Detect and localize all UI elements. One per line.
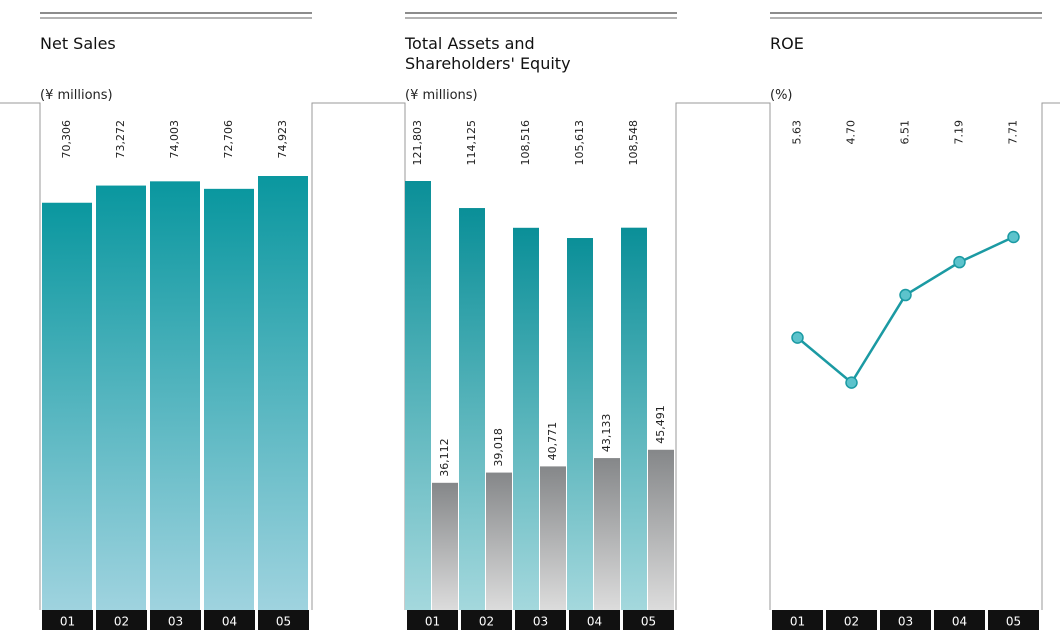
value-label: 73,272 [114,120,127,159]
x-tick-label: 01 [790,615,805,629]
point [899,288,912,302]
bar [96,185,146,610]
bar [513,227,539,610]
chart-title: Total Assets and Shareholders' Equity [405,34,571,73]
bar [621,227,647,610]
bar [486,472,512,610]
value-label: 121,803 [411,120,424,166]
x-tick-label: 04 [222,615,237,629]
x-tick-label: 02 [479,615,494,629]
value-label: 43,133 [600,414,613,453]
category-cell [934,610,985,630]
bar [648,449,674,610]
bar [405,181,431,610]
x-tick-label: 03 [168,615,183,629]
category-cell [407,610,458,630]
chart-subtitle: (¥ millions) [40,88,113,103]
point [1007,230,1020,244]
bar [258,176,308,610]
value-label: 108,548 [627,120,640,166]
category-cell [461,610,512,630]
bar [150,181,200,610]
x-tick-label: 04 [587,615,602,629]
category-cell [569,610,620,630]
x-tick-label: 05 [641,615,656,629]
value-label: 74,923 [276,120,289,159]
x-tick-label: 03 [898,615,913,629]
value-label: 4.70 [845,120,858,145]
line [796,235,1015,385]
value-label: 39,018 [492,428,505,467]
value-label: 74,003 [168,120,181,159]
chart-subtitle: (%) [770,88,793,103]
value-label: 36,112 [438,438,451,477]
x-tick-label: 01 [425,615,440,629]
bar [540,466,566,610]
category-cell [623,610,674,630]
point [791,331,804,344]
value-label: 70,306 [60,120,73,159]
value-label: 6.51 [899,120,912,145]
x-tick-label: 02 [114,615,129,629]
category-cell [42,610,93,630]
category-cell [258,610,309,630]
category-cell [880,610,931,630]
bar [432,482,458,610]
x-tick-label: 05 [1006,615,1021,629]
frame [0,102,1060,610]
value-label: 108,516 [519,120,532,166]
chart-title: Net Sales [40,34,116,53]
value-label: 40,771 [546,422,559,461]
bar [594,458,620,610]
chart-title: ROE [770,34,804,53]
category-cell [772,610,823,630]
bar [459,208,485,610]
category-cell [826,610,877,630]
value-label: 45,491 [654,405,667,444]
value-label: 7.19 [953,120,966,145]
category-cell [204,610,255,630]
category-cell [515,610,566,630]
value-label: 105,613 [573,120,586,166]
value-label: 72,706 [222,120,235,159]
x-tick-label: 05 [276,615,291,629]
point [845,376,858,389]
category-cell [96,610,147,630]
value-label: 7.71 [1007,120,1020,145]
bar [42,202,92,610]
value-label: 114,125 [465,120,478,166]
category-cell [988,610,1039,630]
x-tick-label: 03 [533,615,548,629]
category-cell [150,610,201,630]
x-tick-label: 02 [844,615,859,629]
value-label: 5.63 [791,120,804,145]
x-tick-label: 04 [952,615,967,629]
bar [204,188,254,610]
point [953,255,966,269]
chart-subtitle: (¥ millions) [405,88,478,103]
x-tick-label: 01 [60,615,75,629]
bar [567,238,593,610]
